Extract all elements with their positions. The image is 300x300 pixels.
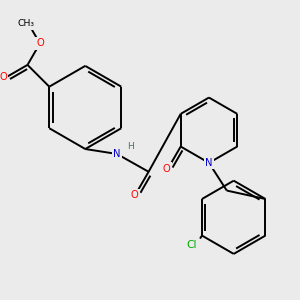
Text: Cl: Cl bbox=[187, 241, 197, 250]
Text: H: H bbox=[128, 142, 134, 151]
Text: O: O bbox=[37, 38, 45, 49]
Text: N: N bbox=[113, 149, 121, 159]
Text: O: O bbox=[163, 164, 170, 174]
Text: N: N bbox=[205, 158, 213, 168]
Text: O: O bbox=[0, 72, 7, 82]
Text: O: O bbox=[130, 190, 138, 200]
Text: CH₃: CH₃ bbox=[17, 19, 34, 28]
